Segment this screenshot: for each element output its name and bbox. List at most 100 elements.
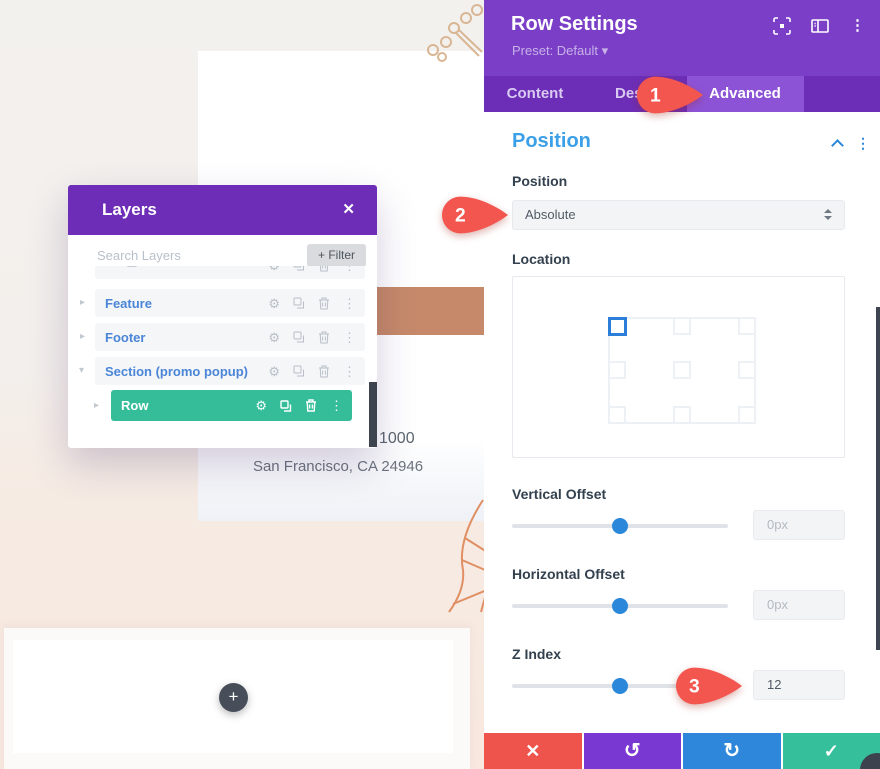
tab-content[interactable]: Content — [506, 85, 564, 102]
gear-icon[interactable]: ⚙ — [268, 266, 280, 272]
check-icon: ✓ — [823, 741, 839, 761]
kebab-menu-icon[interactable]: ⋮ — [850, 17, 865, 34]
chevron-up-icon[interactable] — [831, 139, 844, 152]
preset-label: Preset: Default — [512, 43, 598, 58]
location-anchor-bottom-left[interactable] — [608, 406, 626, 424]
layer-label: Feature — [105, 295, 152, 311]
callout-number-2: 2 — [455, 205, 466, 226]
kebab-icon[interactable]: ⋮ — [330, 398, 343, 413]
gear-icon[interactable]: ⚙ — [268, 295, 280, 311]
position-section-heading[interactable]: Position — [512, 130, 591, 152]
tab-advanced-highlight[interactable] — [687, 76, 804, 112]
vertical-offset-slider[interactable] — [512, 518, 728, 534]
discard-button[interactable]: ✕ — [484, 733, 582, 769]
panel-title: Row Settings — [511, 13, 638, 35]
location-anchor-middle-center[interactable] — [673, 361, 691, 379]
callout-number-1: 1 — [650, 85, 661, 106]
page-image-block — [372, 287, 484, 335]
layer-row-partial[interactable]: ⚙ ⋮ — [95, 266, 365, 279]
kebab-icon[interactable]: ⋮ — [343, 266, 356, 272]
kebab-icon[interactable]: ⋮ — [343, 295, 356, 311]
layers-scrollbar-thumb[interactable] — [369, 382, 377, 447]
duplicate-icon[interactable] — [293, 297, 305, 309]
trash-icon[interactable] — [318, 331, 330, 344]
location-anchor-bottom-center[interactable] — [673, 406, 691, 424]
horizontal-offset-input[interactable]: 0px — [753, 590, 845, 620]
vertical-offset-input[interactable]: 0px — [753, 510, 845, 540]
close-icon[interactable]: ✕ — [342, 201, 355, 218]
undo-button[interactable]: ↺ — [583, 733, 681, 769]
row-settings-panel: Row Settings Preset: Default ▾ ⋮ Content… — [484, 0, 880, 769]
trash-icon[interactable] — [305, 399, 317, 412]
layer-label: Footer — [105, 329, 146, 345]
layers-panel: Layers ✕ + Filter ⚙ ⋮ ▸ Feature ⚙ — [68, 185, 377, 448]
z-index-slider-handle[interactable] — [612, 678, 628, 694]
preset-selector[interactable]: Preset: Default ▾ — [512, 43, 608, 59]
layer-row-row-selected[interactable]: Row ⚙ ⋮ — [111, 390, 352, 421]
vertical-offset-label: Vertical Offset — [512, 486, 607, 502]
duplicate-icon[interactable] — [280, 399, 292, 412]
callout-arrow-3: 3 — [676, 667, 742, 705]
gear-icon[interactable]: ⚙ — [268, 363, 280, 379]
redo-icon: ↻ — [723, 740, 741, 762]
gear-icon[interactable]: ⚙ — [268, 329, 280, 345]
location-anchor-bottom-right[interactable] — [738, 406, 756, 424]
location-anchor-top-center[interactable] — [673, 317, 691, 335]
duplicate-icon[interactable] — [293, 266, 305, 271]
settings-header: Row Settings Preset: Default ▾ ⋮ — [484, 0, 880, 76]
address-number: 1000 — [379, 430, 415, 447]
panel-layout-icon[interactable] — [811, 19, 829, 33]
location-anchor-top-left[interactable] — [608, 317, 627, 336]
tab-advanced[interactable]: Advanced — [709, 85, 781, 102]
layer-label: Section (promo popup) — [105, 363, 248, 379]
trash-icon[interactable] — [318, 297, 330, 310]
layer-label: Row — [121, 398, 149, 413]
position-select[interactable]: Absolute — [512, 200, 845, 230]
trash-icon[interactable] — [318, 266, 330, 272]
expand-caret-row[interactable]: ▸ — [94, 400, 100, 411]
redo-button[interactable]: ↻ — [683, 733, 781, 769]
filter-button[interactable]: + Filter — [307, 244, 366, 267]
expand-caret-feature[interactable]: ▸ — [80, 297, 86, 308]
partial-label — [127, 266, 137, 267]
layer-row-footer[interactable]: Footer ⚙ ⋮ — [95, 323, 365, 351]
layers-panel-title: Layers — [102, 200, 157, 219]
horizontal-offset-slider-handle[interactable] — [612, 598, 628, 614]
add-module-button[interactable]: + — [219, 683, 248, 712]
duplicate-icon[interactable] — [293, 365, 305, 377]
duplicate-icon[interactable] — [293, 331, 305, 343]
trash-icon[interactable] — [318, 365, 330, 378]
horizontal-offset-slider[interactable] — [512, 598, 728, 614]
gear-icon[interactable]: ⚙ — [255, 398, 267, 413]
kebab-icon[interactable]: ⋮ — [343, 363, 356, 379]
branch-decoration — [427, 4, 483, 62]
search-layers-input[interactable] — [95, 243, 295, 267]
callout-arrow-2: 2 — [442, 196, 508, 234]
expand-caret-footer[interactable]: ▸ — [80, 331, 86, 342]
clipped-layer-row: ⚙ ⋮ — [95, 266, 365, 279]
address-city: San Francisco, CA 24946 — [252, 458, 424, 475]
kebab-icon[interactable]: ⋮ — [343, 329, 356, 345]
plus-icon: + — [228, 687, 239, 706]
caret-down-icon: ▾ — [601, 43, 609, 58]
location-anchor-middle-right[interactable] — [738, 361, 756, 379]
layers-panel-header[interactable]: Layers ✕ — [68, 185, 377, 235]
focus-mode-icon[interactable] — [773, 17, 791, 35]
position-select-value: Absolute — [525, 207, 576, 222]
vertical-offset-slider-handle[interactable] — [612, 518, 628, 534]
location-grid — [608, 317, 756, 424]
location-anchor-top-right[interactable] — [738, 317, 756, 335]
collapse-caret-section[interactable]: ▾ — [79, 365, 85, 376]
settings-scrollbar-thumb[interactable] — [876, 307, 880, 650]
section-kebab-icon[interactable]: ⋮ — [856, 135, 870, 151]
select-updown-icon — [824, 209, 832, 220]
layer-row-section[interactable]: Section (promo popup) ⚙ ⋮ — [95, 357, 365, 385]
horizontal-offset-label: Horizontal Offset — [512, 566, 625, 582]
layer-row-feature[interactable]: Feature ⚙ ⋮ — [95, 289, 365, 317]
position-field-label: Position — [512, 173, 568, 189]
drag-handle[interactable] — [860, 753, 880, 769]
z-index-slider[interactable] — [512, 678, 728, 694]
z-index-input[interactable]: 12 — [753, 670, 845, 700]
callout-number-3: 3 — [689, 676, 700, 697]
location-anchor-middle-left[interactable] — [608, 361, 626, 379]
